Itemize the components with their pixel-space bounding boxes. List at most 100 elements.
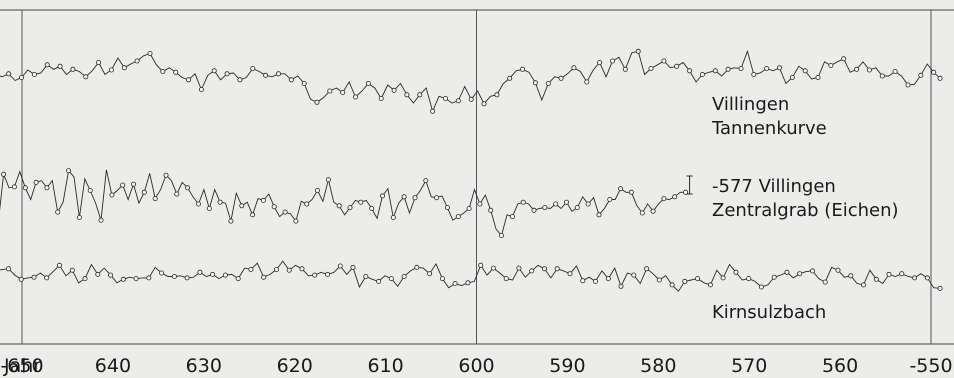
data-point	[195, 201, 201, 207]
data-point	[661, 196, 667, 202]
data-point	[542, 266, 548, 272]
data-point	[414, 264, 420, 270]
data-point	[358, 199, 364, 205]
data-point	[771, 274, 777, 280]
data-point	[682, 278, 688, 284]
data-point	[720, 275, 726, 281]
data-point	[159, 270, 165, 276]
data-point	[733, 269, 739, 275]
data-point	[784, 269, 790, 275]
data-point	[481, 101, 487, 107]
data-point	[571, 65, 577, 71]
data-point	[618, 283, 624, 289]
data-point	[585, 201, 591, 207]
data-point	[597, 60, 603, 66]
data-point	[282, 209, 288, 215]
data-point	[376, 278, 382, 284]
data-point	[57, 262, 63, 268]
data-point	[301, 81, 307, 87]
data-point	[937, 285, 943, 291]
data-point	[271, 204, 277, 210]
data-point	[6, 71, 12, 77]
data-point	[325, 177, 331, 183]
data-point	[120, 182, 126, 188]
data-point	[98, 217, 104, 223]
data-point	[545, 81, 551, 87]
data-point	[82, 276, 88, 282]
data-point	[529, 268, 535, 274]
data-point	[369, 205, 375, 211]
data-point	[580, 278, 586, 284]
data-point	[584, 79, 590, 85]
data-point	[120, 276, 126, 282]
x-axis-ticks: -650 640 630 620 610 600 590 580 570 560 -550	[0, 355, 952, 377]
data-point	[314, 187, 320, 193]
data-point	[173, 69, 179, 75]
data-point	[439, 276, 445, 282]
data-point	[465, 280, 471, 286]
data-point	[854, 66, 860, 72]
data-point	[593, 278, 599, 284]
data-point	[554, 266, 560, 272]
x-tick-label: -650	[0, 355, 43, 377]
data-point	[777, 65, 783, 71]
data-point	[108, 272, 114, 278]
series-label: Kirnsulzbach	[712, 302, 826, 323]
data-point	[31, 274, 37, 280]
data-point	[725, 66, 731, 72]
data-point	[866, 67, 872, 73]
data-point	[610, 58, 616, 64]
data-point	[337, 263, 343, 269]
data-point	[712, 68, 718, 74]
data-point	[350, 264, 356, 270]
data-point	[304, 201, 310, 207]
data-point	[250, 212, 256, 218]
data-point	[273, 266, 279, 272]
data-point	[430, 108, 436, 114]
data-point	[185, 77, 191, 83]
data-point	[160, 69, 166, 75]
data-point	[841, 56, 847, 62]
data-point	[912, 275, 918, 281]
data-point	[455, 98, 461, 104]
data-point	[650, 208, 656, 214]
data-point	[746, 276, 752, 282]
data-point	[239, 203, 245, 209]
data-point	[520, 66, 526, 72]
series-1	[0, 48, 943, 114]
data-point	[55, 209, 61, 215]
data-point	[171, 273, 177, 279]
data-point	[66, 168, 72, 174]
data-point	[631, 272, 637, 278]
data-point	[622, 66, 628, 72]
series-label: Zentralgrab (Eichen)	[712, 200, 899, 221]
data-point	[861, 282, 867, 288]
data-point	[197, 269, 203, 275]
data-point	[388, 276, 394, 282]
x-tick-label: -550	[909, 355, 952, 377]
data-point	[378, 96, 384, 102]
data-point	[365, 81, 371, 87]
data-point	[810, 268, 816, 274]
data-point	[33, 179, 39, 185]
data-point	[892, 69, 898, 75]
data-point	[134, 58, 140, 64]
data-point	[683, 189, 689, 195]
data-point	[628, 189, 634, 195]
data-point	[509, 214, 515, 220]
data-point	[937, 75, 943, 81]
data-point	[918, 72, 924, 78]
data-point	[174, 191, 180, 197]
data-point	[76, 214, 82, 220]
data-point	[146, 275, 152, 281]
x-tick-label: 570	[731, 355, 767, 377]
data-point	[828, 63, 834, 69]
data-point	[211, 68, 217, 74]
data-point	[789, 75, 795, 81]
data-point	[288, 77, 294, 83]
data-point	[31, 72, 37, 78]
data-point	[248, 266, 254, 272]
data-point	[707, 282, 713, 288]
data-point	[324, 271, 330, 277]
data-point	[468, 96, 474, 102]
